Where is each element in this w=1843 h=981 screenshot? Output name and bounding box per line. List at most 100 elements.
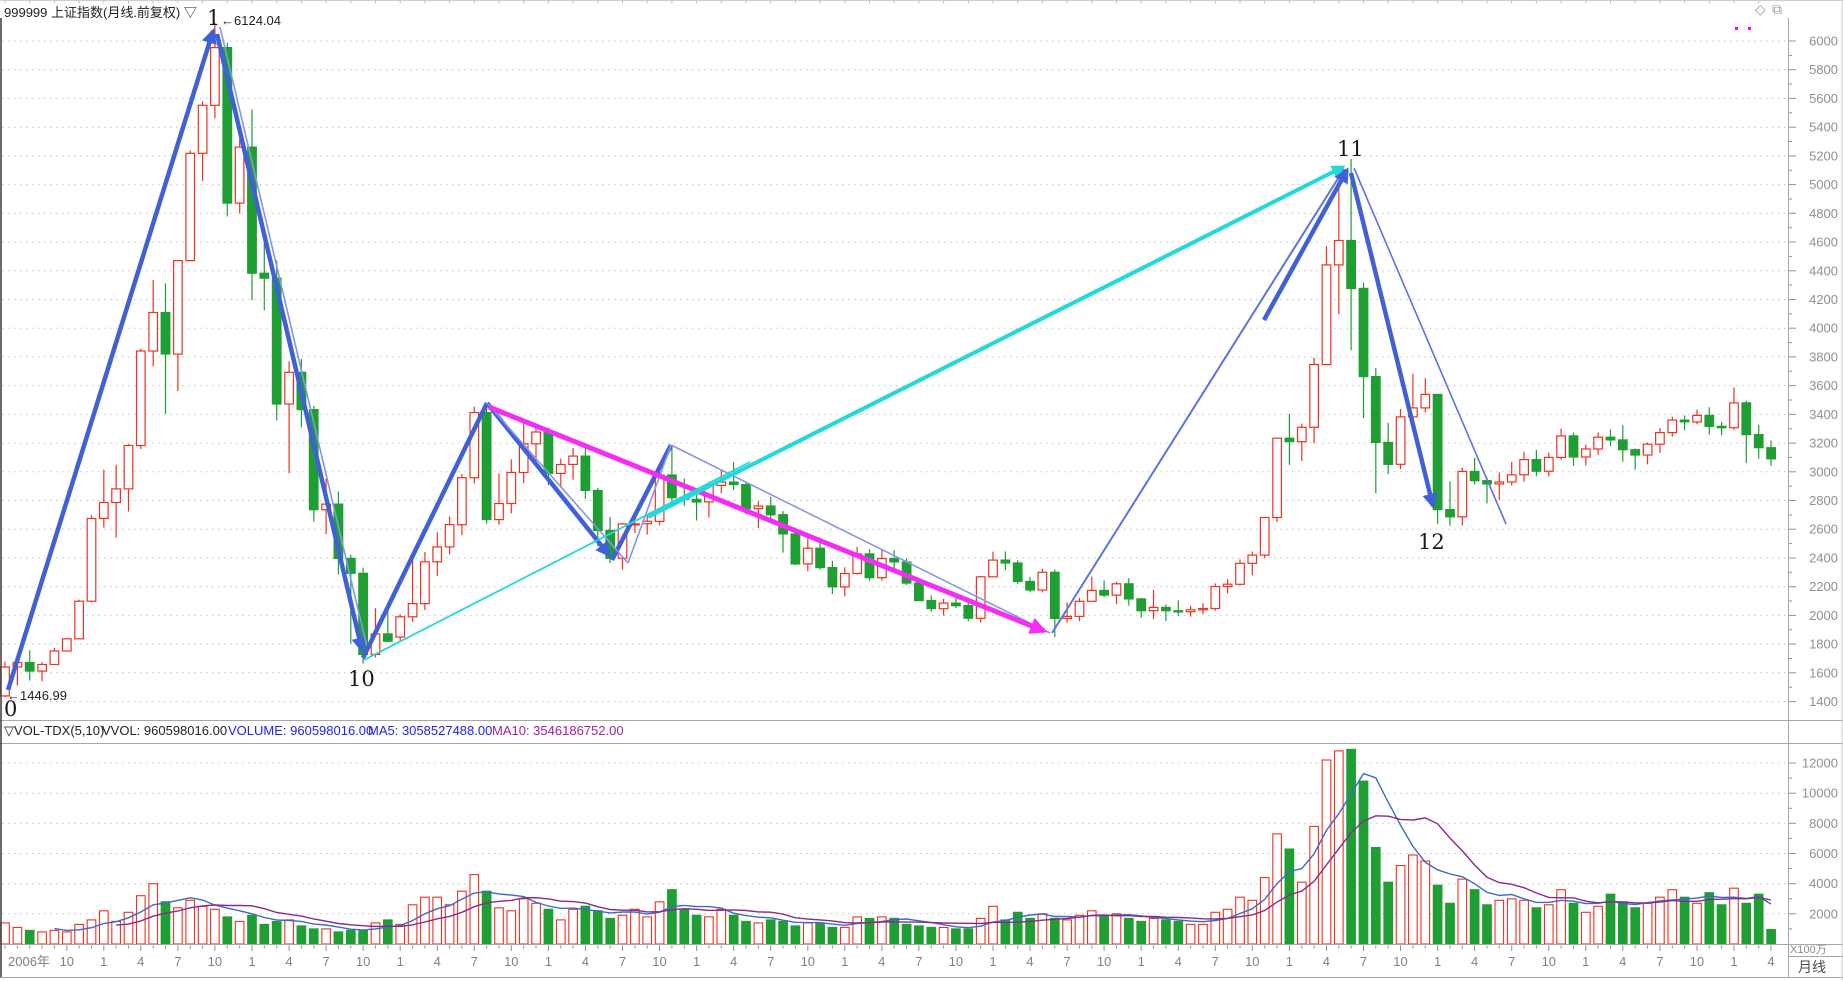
volume-indicator-header: ▽VOL-TDX(5,10) VVOL: 960598016.00 VOLUME…	[0, 723, 1788, 742]
ma5-value: MA5: 3058527488.00	[368, 723, 493, 738]
svg-text:2400: 2400	[1809, 551, 1838, 566]
volume-unit-label: X100万	[1790, 944, 1827, 956]
svg-text:10: 10	[1542, 954, 1556, 969]
svg-text:1: 1	[693, 954, 700, 969]
volume-chart-area[interactable]	[2, 744, 1788, 944]
svg-text:1400: 1400	[1809, 694, 1838, 709]
svg-text:7: 7	[471, 954, 478, 969]
svg-text:1: 1	[100, 954, 107, 969]
svg-text:1: 1	[989, 954, 996, 969]
peak-price-callout: ←6124.04	[221, 13, 281, 28]
svg-text:4: 4	[582, 954, 589, 969]
svg-text:3000: 3000	[1809, 464, 1838, 479]
svg-text:7: 7	[767, 954, 774, 969]
rally-cyan-thick	[647, 165, 1346, 519]
svg-text:10: 10	[208, 954, 222, 969]
svg-text:12000: 12000	[1802, 756, 1838, 771]
volume-bars-layer	[0, 748, 1776, 945]
svg-text:0: 0	[4, 697, 17, 721]
svg-text:5200: 5200	[1809, 148, 1838, 163]
svg-text:10: 10	[1393, 954, 1407, 969]
svg-text:10: 10	[356, 954, 370, 969]
decline-11-12-thin	[1353, 167, 1507, 525]
svg-text:3200: 3200	[1809, 436, 1838, 451]
decline-1-10-thin	[219, 26, 368, 648]
svg-text:10: 10	[348, 667, 375, 691]
svg-text:5800: 5800	[1809, 62, 1838, 77]
svg-text:1: 1	[1434, 954, 1441, 969]
svg-text:3800: 3800	[1809, 349, 1838, 364]
svg-text:1: 1	[545, 954, 552, 969]
indicator-name-toggle[interactable]: ▽VOL-TDX(5,10)	[4, 723, 105, 738]
svg-text:7: 7	[619, 954, 626, 969]
svg-text:5600: 5600	[1809, 91, 1838, 106]
svg-text:1800: 1800	[1809, 637, 1838, 652]
svg-text:10: 10	[1245, 954, 1259, 969]
svg-text:7: 7	[1063, 954, 1070, 969]
drawing-handle-dot[interactable]	[1748, 27, 1751, 30]
svg-text:7: 7	[322, 954, 329, 969]
cascade-windows-icon[interactable]: ⧉	[1772, 1, 1782, 17]
volume-ma5-line	[54, 772, 1772, 932]
svg-text:4400: 4400	[1809, 263, 1838, 278]
svg-text:3400: 3400	[1809, 407, 1838, 422]
svg-text:4200: 4200	[1809, 292, 1838, 307]
svg-text:6000: 6000	[1809, 846, 1838, 861]
svg-text:10: 10	[60, 954, 74, 969]
svg-text:2600: 2600	[1809, 522, 1838, 537]
svg-text:10: 10	[801, 954, 815, 969]
svg-text:4: 4	[878, 954, 885, 969]
svg-text:7: 7	[1360, 954, 1367, 969]
vvol-value: VVOL: 960598016.00	[102, 723, 228, 738]
svg-text:6000: 6000	[1809, 34, 1838, 49]
svg-text:4: 4	[1471, 954, 1478, 969]
ma10-value: MA10: 3546186752.00	[492, 723, 624, 738]
svg-text:10: 10	[504, 954, 518, 969]
svg-text:11: 11	[1337, 137, 1364, 161]
svg-text:1600: 1600	[1809, 665, 1838, 680]
svg-text:10000: 10000	[1802, 786, 1838, 801]
drawing-annotations[interactable]	[5, 26, 1507, 691]
svg-text:4: 4	[1323, 954, 1330, 969]
svg-text:4: 4	[137, 954, 144, 969]
svg-text:4: 4	[1026, 954, 1033, 969]
channel-thin-2	[627, 444, 672, 564]
svg-text:5000: 5000	[1809, 177, 1838, 192]
svg-text:7: 7	[1656, 954, 1663, 969]
svg-text:7: 7	[915, 954, 922, 969]
svg-text:1: 1	[1582, 954, 1589, 969]
wave-point-labels: 0 1 10 11 12	[4, 6, 1445, 721]
svg-text:4: 4	[434, 954, 441, 969]
trend-magenta	[488, 404, 1048, 634]
svg-text:3600: 3600	[1809, 378, 1838, 393]
volume-value: VOLUME: 960598016.00	[228, 723, 374, 738]
svg-text:7: 7	[1212, 954, 1219, 969]
svg-text:4: 4	[1619, 954, 1626, 969]
svg-text:7: 7	[174, 954, 181, 969]
start-price-callout: ←1446.99	[7, 688, 67, 703]
svg-text:2000: 2000	[1809, 608, 1838, 623]
svg-text:1: 1	[397, 954, 404, 969]
period-selector[interactable]: 月线	[1798, 959, 1826, 975]
decline-1-10	[214, 33, 367, 653]
support-cyan-thin	[363, 461, 751, 661]
svg-text:1: 1	[1730, 954, 1737, 969]
svg-text:10: 10	[1690, 954, 1704, 969]
security-title[interactable]: 999999 上证指数(月线.前复权) ▽	[4, 5, 197, 20]
decline-11-12	[1348, 172, 1438, 509]
drawing-handle-dot[interactable]	[1735, 27, 1738, 30]
svg-text:10: 10	[949, 954, 963, 969]
price-chart-area[interactable]	[2, 18, 1788, 720]
svg-text:10: 10	[652, 954, 666, 969]
svg-text:1: 1	[248, 954, 255, 969]
svg-text:4600: 4600	[1809, 235, 1838, 250]
svg-text:4: 4	[1175, 954, 1182, 969]
impulse-0-1	[5, 28, 217, 691]
diamond-icon[interactable]: ◇	[1755, 1, 1766, 17]
svg-text:4: 4	[730, 954, 737, 969]
svg-text:4: 4	[285, 954, 292, 969]
svg-text:2006年: 2006年	[8, 954, 50, 969]
svg-text:2800: 2800	[1809, 493, 1838, 508]
svg-text:4800: 4800	[1809, 206, 1838, 221]
svg-text:1: 1	[1286, 954, 1293, 969]
